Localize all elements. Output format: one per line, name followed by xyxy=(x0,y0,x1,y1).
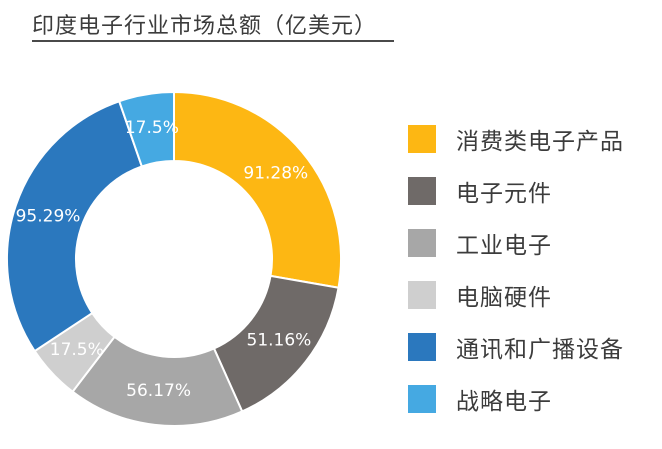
donut-labels: 91.28% 51.16% 56.17% 17.5% 95.29% 17.5% xyxy=(16,118,312,401)
donut-slice xyxy=(117,90,175,168)
legend-label: 战略电子 xyxy=(456,389,552,415)
donut-slices xyxy=(6,90,342,427)
legend-swatch xyxy=(408,281,436,309)
slice-value-label: 56.17% xyxy=(126,381,191,401)
slice-value-label: 91.28% xyxy=(243,163,308,183)
legend-item: 通讯和广播设备 xyxy=(408,321,624,373)
slice-value-label: 95.29% xyxy=(16,206,81,226)
legend-item: 战略电子 xyxy=(408,373,624,425)
slice-value-label: 51.16% xyxy=(247,331,312,351)
legend-label: 工业电子 xyxy=(456,233,552,259)
legend-label: 通讯和广播设备 xyxy=(456,337,624,363)
legend-item: 消费类电子产品 xyxy=(408,113,624,165)
legend-swatch xyxy=(408,177,436,205)
legend-swatch xyxy=(408,229,436,257)
legend-item: 电脑硬件 xyxy=(408,269,624,321)
legend-label: 消费类电子产品 xyxy=(456,129,624,155)
title-underline xyxy=(32,40,394,42)
legend-label: 电脑硬件 xyxy=(456,285,552,311)
donut-slice xyxy=(6,99,144,353)
legend: 消费类电子产品 电子元件 工业电子 电脑硬件 通讯和广播设备 战略电子 xyxy=(408,113,624,425)
legend-swatch xyxy=(408,385,436,413)
legend-item: 工业电子 xyxy=(408,217,624,269)
slice-value-label: 17.5% xyxy=(50,340,104,360)
legend-label: 电子元件 xyxy=(456,181,552,207)
legend-swatch xyxy=(408,333,436,361)
donut-slice xyxy=(173,90,342,289)
chart-title: 印度电子行业市场总额（亿美元） xyxy=(32,14,378,39)
slice-value-label: 17.5% xyxy=(125,118,179,138)
legend-swatch xyxy=(408,125,436,153)
legend-item: 电子元件 xyxy=(408,165,624,217)
